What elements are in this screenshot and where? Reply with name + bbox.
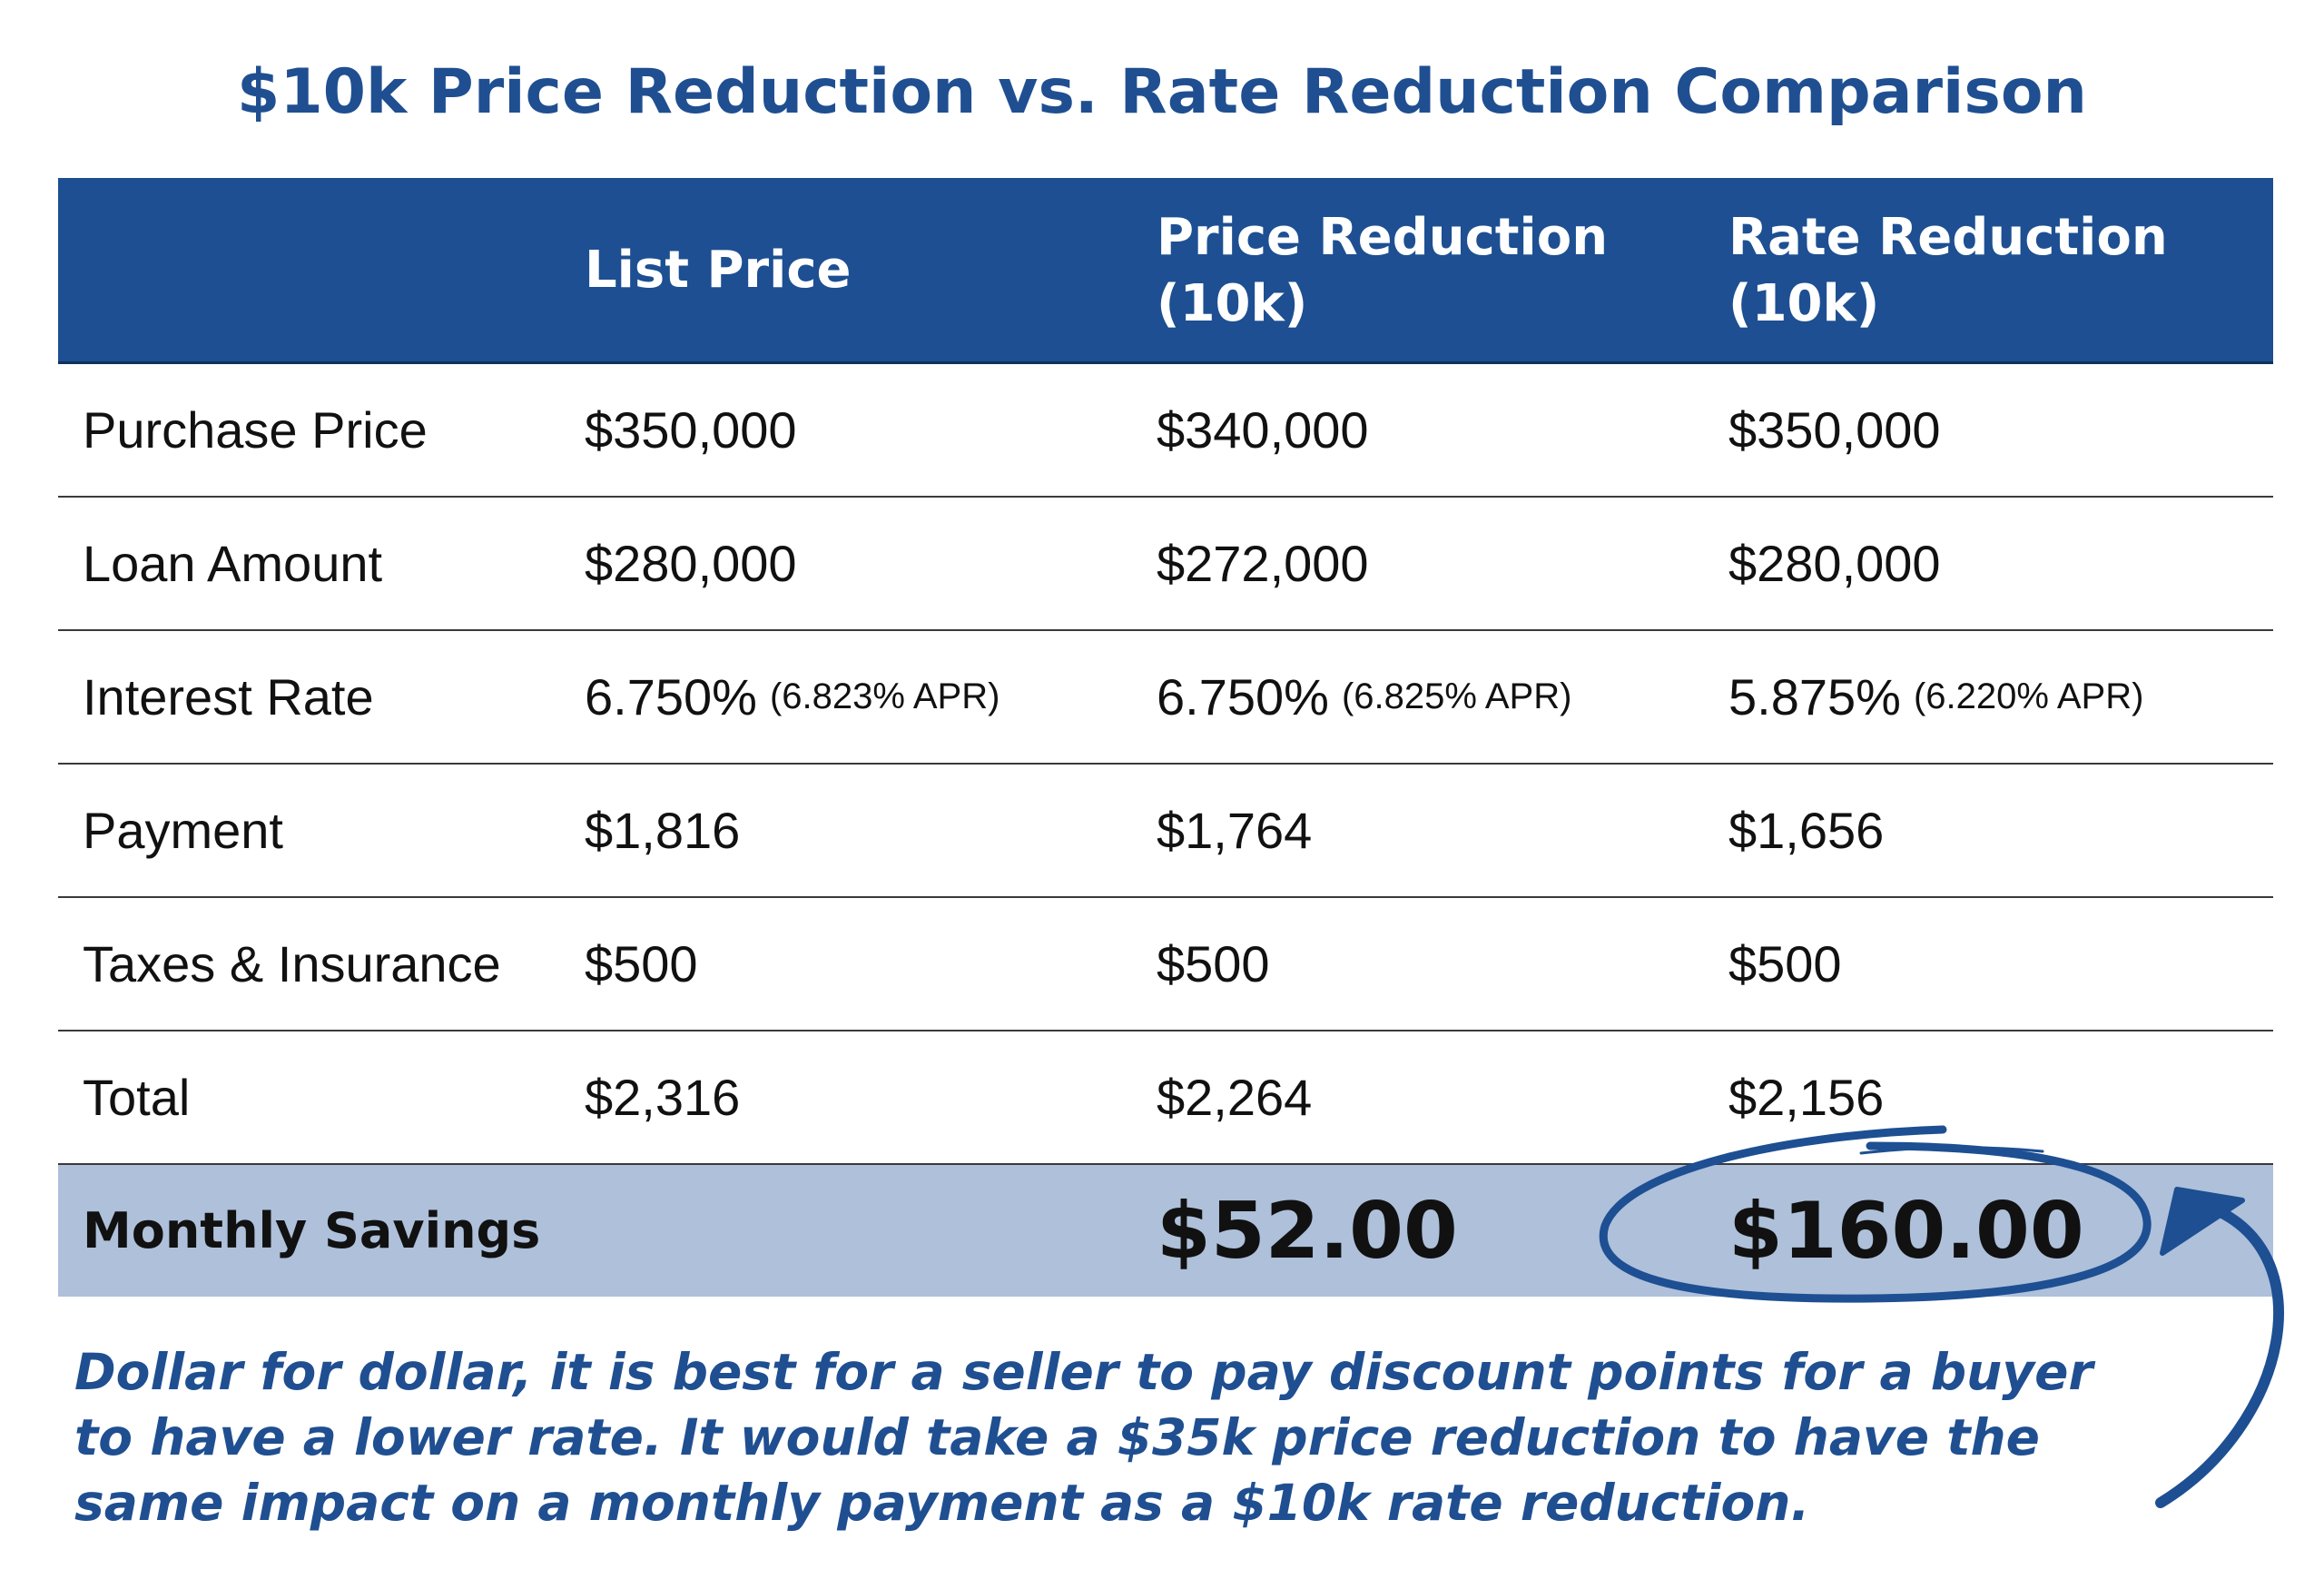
table-cell: $500 [585, 935, 698, 992]
table-cell: $500 [1728, 935, 1842, 992]
table-cell: $350,000 [585, 401, 797, 459]
footnote: Dollar for dollar, it is best for a sell… [74, 1343, 2093, 1532]
row-label: Interest Rate [83, 668, 374, 725]
header-cell-rate-reduction: Rate Reduction (10k) [1728, 207, 2168, 333]
rate-value: 5.875% [1728, 668, 1901, 725]
table-cell: $280,000 [585, 535, 797, 592]
apr-value: (6.825% APR) [1341, 676, 1572, 716]
table-cell: $2,156 [1728, 1069, 1885, 1126]
row-label: Total [83, 1069, 191, 1126]
table-cell: $1,816 [585, 802, 741, 859]
header-cell-list-price: List Price [585, 241, 852, 301]
table-cell: $1,656 [1728, 802, 1885, 859]
table-cell: $2,316 [585, 1069, 741, 1126]
table-cell: $272,000 [1157, 535, 1369, 592]
rate-value: 6.750% [585, 668, 757, 725]
savings-value-price-reduction: $52.00 [1157, 1185, 1458, 1277]
savings-label: Monthly Savings [83, 1202, 541, 1259]
table-row: Payment $1,816 $1,764 $1,656 [58, 765, 2273, 898]
table-cell: $1,764 [1157, 802, 1313, 859]
row-label: Payment [83, 802, 283, 859]
table-row: Loan Amount $280,000 $272,000 $280,000 [58, 498, 2273, 631]
table-cell: $2,264 [1157, 1069, 1313, 1126]
table-cell: 6.750% (6.825% APR) [1157, 631, 1571, 763]
rate-value: 6.750% [1157, 668, 1329, 725]
row-label: Loan Amount [83, 535, 383, 592]
table-header: List Price Price Reduction (10k) Rate Re… [58, 178, 2273, 364]
table-row: Purchase Price $350,000 $340,000 $350,00… [58, 364, 2273, 498]
savings-row: Monthly Savings $52.00 $160.00 [58, 1165, 2273, 1297]
table-row: Interest Rate 6.750% (6.823% APR) 6.750% (… [58, 631, 2273, 765]
table-cell: $280,000 [1728, 535, 1941, 592]
table-cell: $350,000 [1728, 401, 1941, 459]
apr-value: (6.220% APR) [1913, 676, 2144, 716]
table-cell: 6.750% (6.823% APR) [585, 631, 1000, 763]
table-cell: 5.875% (6.220% APR) [1728, 631, 2143, 763]
table-cell: $500 [1157, 935, 1270, 992]
table-row: Total $2,316 $2,264 $2,156 [58, 1031, 2273, 1165]
table-cell: $340,000 [1157, 401, 1369, 459]
row-label: Purchase Price [83, 401, 428, 459]
row-label: Taxes & Insurance [83, 935, 501, 992]
table-row: Taxes & Insurance $500 $500 $500 [58, 898, 2273, 1031]
apr-value: (6.823% APR) [769, 676, 1000, 716]
chart-title: $10k Price Reduction vs. Rate Reduction … [237, 56, 2087, 128]
savings-value-rate-reduction: $160.00 [1728, 1185, 2084, 1277]
comparison-table: List Price Price Reduction (10k) Rate Re… [58, 178, 2273, 1297]
header-cell-price-reduction: Price Reduction (10k) [1157, 207, 1609, 333]
